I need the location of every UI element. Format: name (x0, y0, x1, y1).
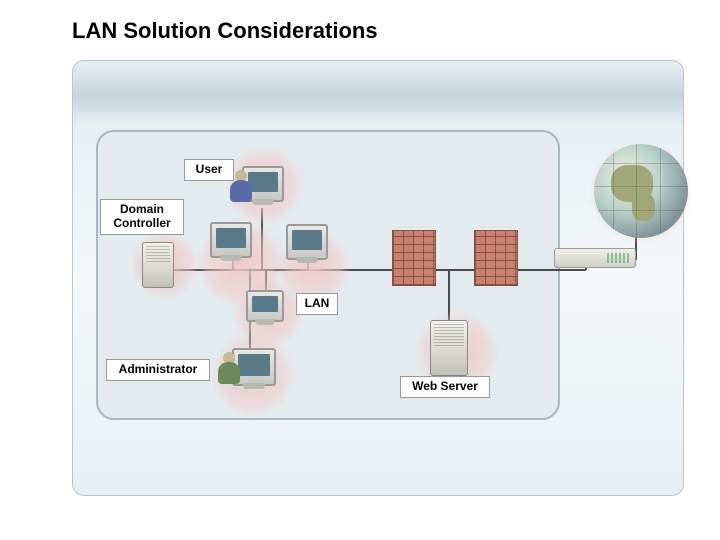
workstation-icon-1 (210, 222, 252, 258)
workstation-icon-0 (286, 224, 328, 260)
admin-person-icon (218, 352, 240, 384)
firewall-icon-2 (474, 230, 518, 286)
label-webserver: Web Server (400, 376, 490, 398)
globe-icon (594, 144, 688, 238)
label-admin: Administrator (106, 359, 210, 381)
label-lan: LAN (296, 293, 338, 315)
firewall-icon-1 (392, 230, 436, 286)
domain-controller-icon (142, 242, 174, 288)
label-user: User (184, 159, 234, 181)
connection-lines (0, 0, 720, 540)
web-server-icon (430, 320, 468, 376)
workstation-icon-2 (246, 290, 284, 322)
label-domain: Domain Controller (100, 199, 184, 235)
modem-icon (554, 248, 636, 268)
